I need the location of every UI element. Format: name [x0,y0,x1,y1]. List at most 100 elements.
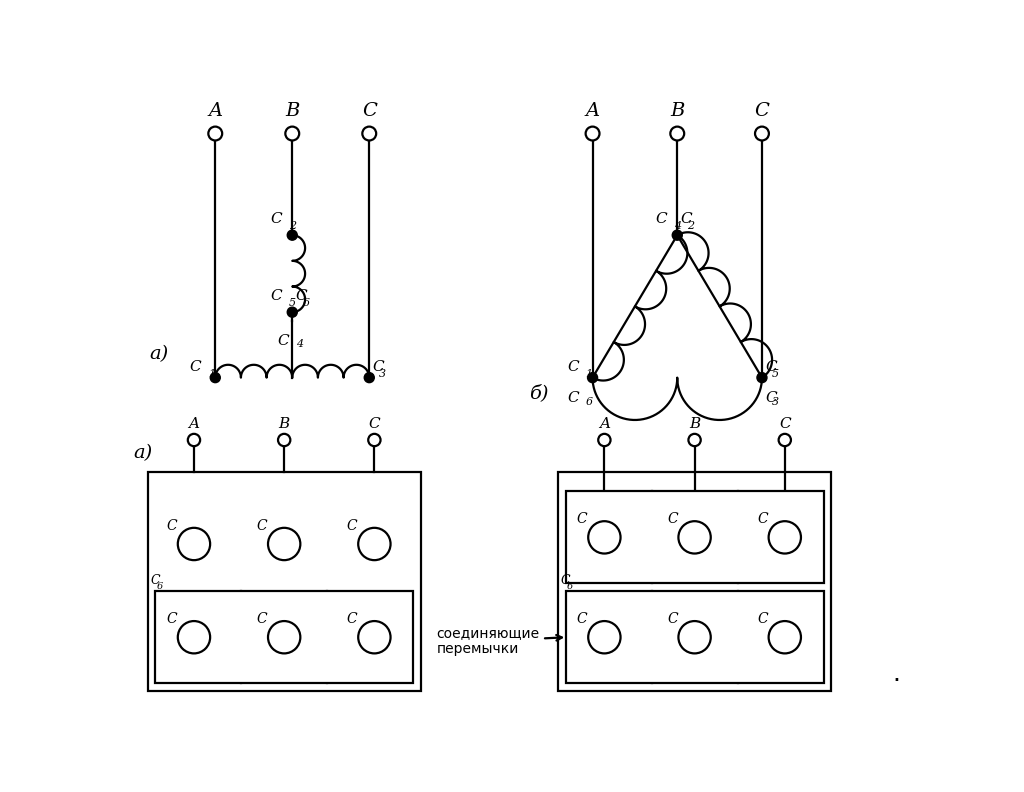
Text: 2: 2 [687,221,694,231]
Text: 3: 3 [775,523,782,532]
Text: C: C [765,391,776,406]
Text: 4: 4 [685,623,691,632]
Bar [565,591,823,683]
Circle shape [187,434,200,446]
Text: 2: 2 [274,529,282,539]
Text: 6: 6 [302,299,309,308]
Text: B: B [279,417,290,431]
Circle shape [755,127,769,140]
Bar [156,591,413,683]
Text: C: C [779,417,791,431]
Text: 5: 5 [775,623,782,632]
Text: A: A [586,102,600,120]
Circle shape [769,521,801,554]
Text: 3: 3 [365,529,372,539]
Circle shape [588,521,621,554]
Text: а): а) [134,444,153,463]
Text: C: C [757,612,768,626]
Text: C: C [373,360,384,374]
Text: C: C [189,360,202,374]
Circle shape [769,621,801,653]
Text: а): а) [150,345,169,364]
Text: C: C [270,289,283,303]
Circle shape [286,127,299,140]
Text: A: A [599,417,610,431]
Circle shape [210,372,220,383]
Text: C: C [667,612,678,626]
Text: C: C [167,612,177,626]
Text: C: C [278,333,289,348]
Text: 5: 5 [289,299,296,308]
Circle shape [268,621,300,653]
Text: 4: 4 [674,221,681,231]
Circle shape [679,521,711,554]
Circle shape [278,434,291,446]
Text: 1: 1 [208,369,215,379]
Text: C: C [369,417,380,431]
Text: C: C [655,212,668,226]
Text: 6: 6 [594,623,601,632]
Text: 3: 3 [379,369,386,379]
Text: C: C [167,519,177,533]
Text: 2: 2 [685,523,691,532]
Circle shape [598,434,610,446]
Text: C: C [561,574,570,588]
Text: 1: 1 [184,529,191,539]
Text: 3: 3 [772,397,779,407]
Text: 5: 5 [365,623,372,632]
Text: C: C [295,289,307,303]
Circle shape [358,621,390,653]
Circle shape [679,621,711,653]
Text: C: C [151,574,160,588]
Text: 2: 2 [289,221,296,231]
Text: C: C [257,519,267,533]
Text: A: A [208,102,222,120]
Text: B: B [670,102,684,120]
Text: соединяющие
перемычки: соединяющие перемычки [436,626,562,657]
Text: C: C [567,391,579,406]
Text: C: C [755,102,769,120]
Text: C: C [361,102,377,120]
Circle shape [671,127,684,140]
Text: C: C [347,519,357,533]
Text: C: C [680,212,692,226]
Circle shape [588,621,621,653]
Circle shape [586,127,599,140]
Circle shape [757,372,767,383]
Circle shape [358,527,390,560]
Circle shape [688,434,700,446]
Text: C: C [257,612,267,626]
Circle shape [369,434,381,446]
Bar [147,471,421,691]
Text: 1: 1 [594,523,601,532]
Circle shape [288,307,297,317]
Circle shape [365,372,374,383]
Text: B: B [689,417,700,431]
Text: 6: 6 [586,397,593,407]
Circle shape [178,527,210,560]
Bar [558,471,831,691]
Circle shape [362,127,376,140]
Text: A: A [188,417,200,431]
Text: B: B [285,102,299,120]
Text: C: C [347,612,357,626]
Text: C: C [577,512,588,526]
Text: 1: 1 [586,369,593,379]
Text: 6: 6 [184,623,191,632]
Text: .: . [893,661,901,686]
Text: 6: 6 [157,582,163,591]
Text: C: C [567,360,579,374]
Text: C: C [270,212,283,226]
Circle shape [672,230,682,240]
Circle shape [208,127,222,140]
Text: 5: 5 [772,369,779,379]
Text: 4: 4 [274,623,282,632]
Text: C: C [577,612,588,626]
Circle shape [588,372,598,383]
Circle shape [778,434,791,446]
Text: C: C [667,512,678,526]
Text: 6: 6 [567,582,573,591]
Text: C: C [765,360,776,374]
Text: C: C [757,512,768,526]
Circle shape [178,621,210,653]
